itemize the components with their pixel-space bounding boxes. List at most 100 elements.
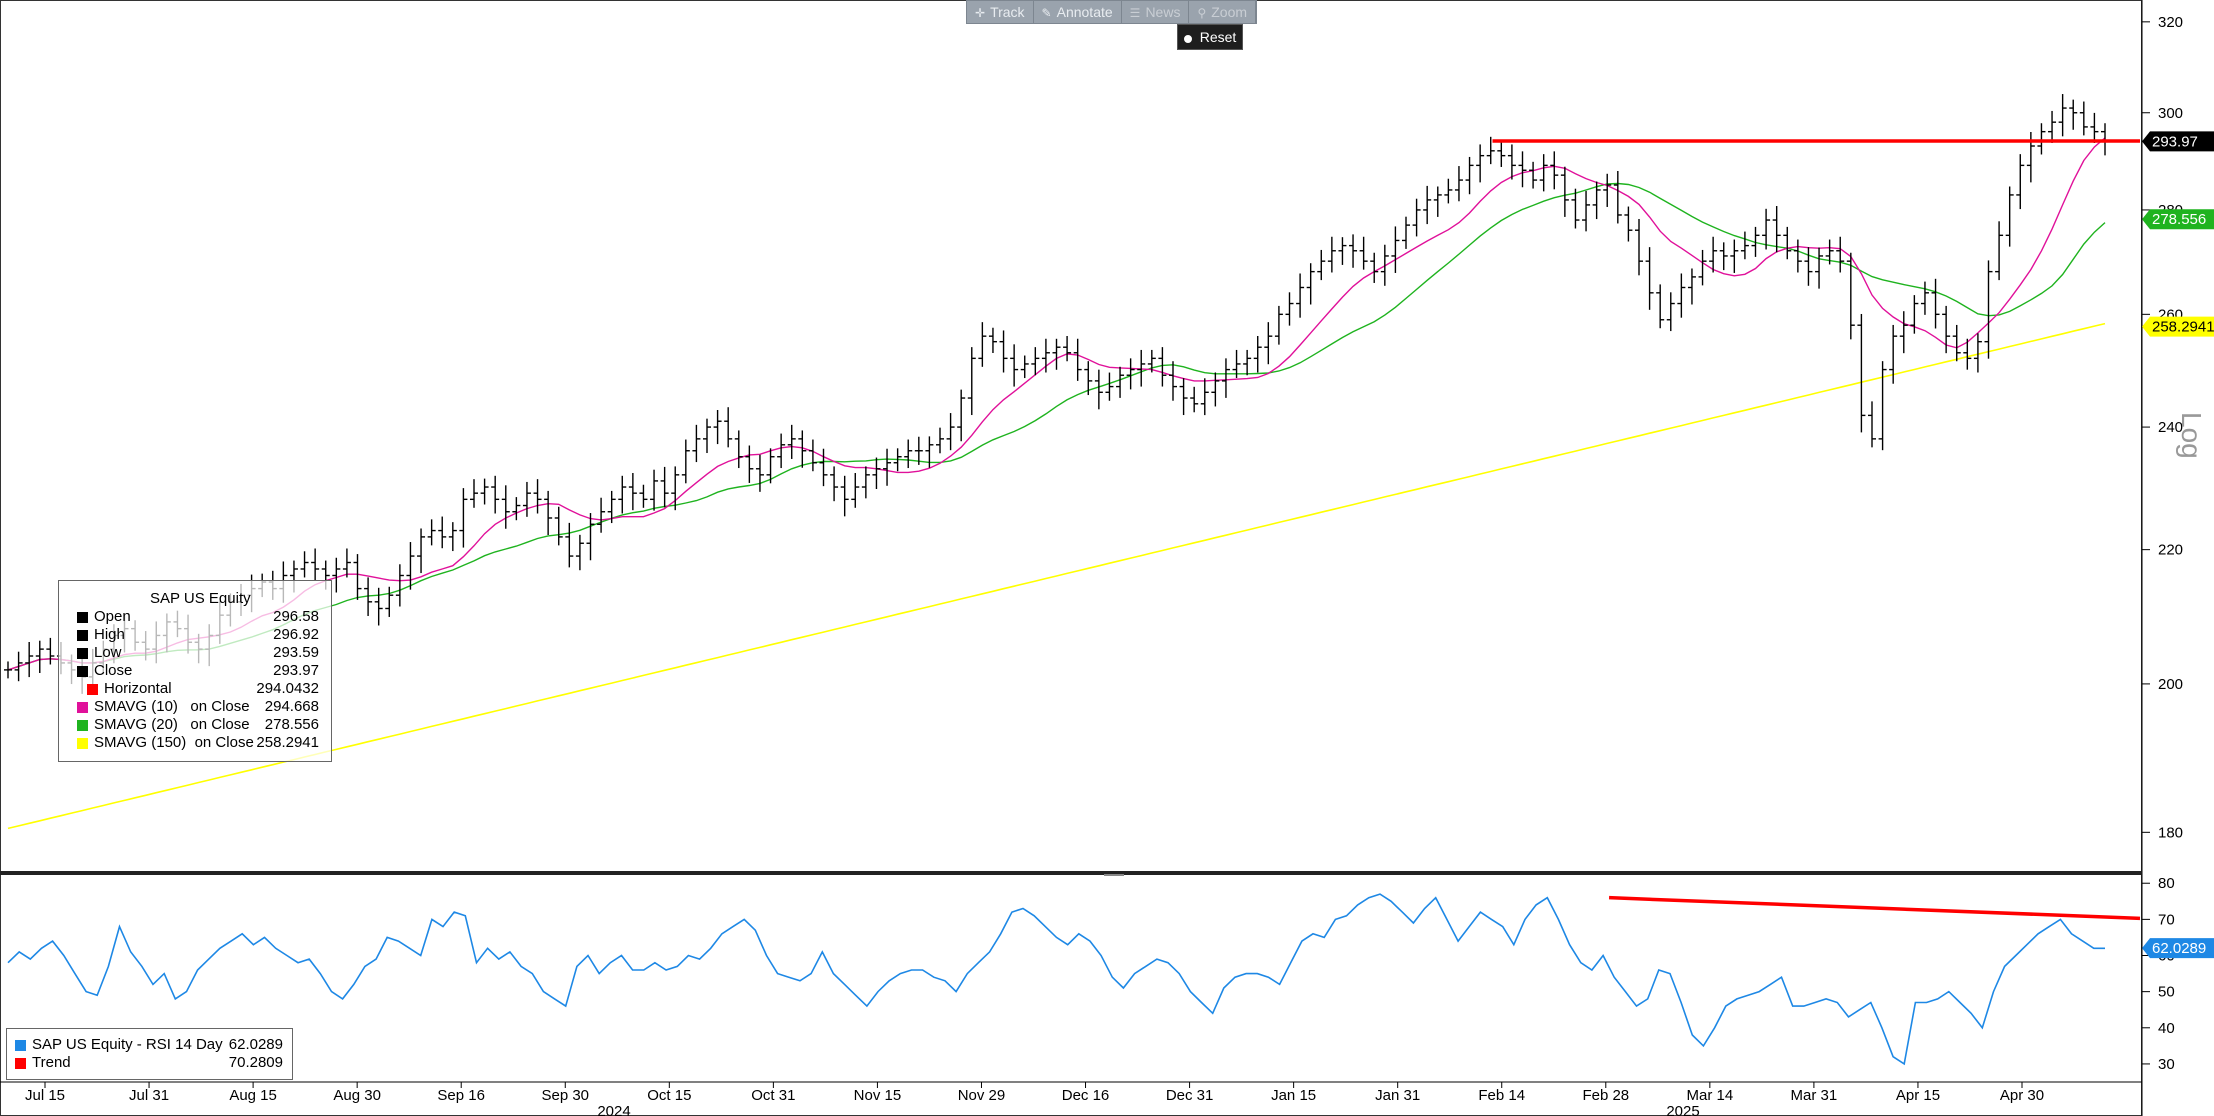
x-tick-label: Apr 15	[1896, 1087, 1940, 1104]
ohlc-bar	[4, 661, 12, 679]
x-tick-label: Sep 16	[437, 1087, 485, 1104]
ohlc-bar	[512, 497, 521, 521]
news-icon: ☰	[1129, 6, 1141, 20]
price-legend[interactable]: SAP US Equity Open 296.58 High 296.92 Low 2…	[58, 580, 332, 762]
ohlc-bar	[1094, 369, 1103, 410]
rsi-y-tick-label: 70	[2158, 911, 2175, 928]
news-button[interactable]: ☰ News	[1122, 1, 1190, 23]
ohlc-bar	[438, 516, 447, 549]
crosshair-icon: ✛	[975, 6, 986, 20]
ohlc-bar	[1010, 344, 1019, 387]
x-tick-label: Jul 31	[129, 1087, 169, 1104]
ohlc-bar	[427, 519, 436, 546]
rsi-last-value-tag	[2142, 938, 2214, 959]
ohlc-bar	[1550, 151, 1559, 190]
legend-row-open: Open 296.58	[77, 608, 327, 626]
ohlc-bar	[1931, 278, 1940, 329]
ohlc-bar	[883, 448, 892, 486]
ohlc-bar	[1920, 281, 1929, 315]
ohlc-bar	[904, 439, 913, 469]
legend-row-smavg20: SMAVG (20) on Close 278.556	[77, 716, 327, 734]
ohlc-bar	[1730, 239, 1739, 273]
ohlc-bar	[395, 564, 404, 607]
ohlc-bar	[957, 389, 966, 442]
ohlc-bar	[300, 551, 309, 578]
ohlc-bar	[575, 534, 584, 571]
ohlc-bar	[459, 488, 468, 548]
ohlc-bar	[1412, 198, 1421, 237]
ohlc-bar	[1200, 378, 1209, 416]
ohlc-bar	[1274, 305, 1283, 345]
rsi-last-value-label: 62.0289	[2152, 940, 2206, 957]
x-tick-label: Feb 28	[1582, 1087, 1629, 1104]
ohlc-bar	[1868, 401, 1876, 448]
legend-swatch	[77, 720, 88, 731]
last-price-tag	[2142, 209, 2214, 230]
ohlc-bar	[1402, 216, 1410, 249]
ohlc-bar	[522, 481, 531, 517]
ohlc-bar	[1878, 361, 1887, 451]
ohlc-bar	[1709, 236, 1718, 273]
pencil-icon: ✎	[1041, 6, 1052, 20]
rsi-y-tick-label: 80	[2158, 875, 2175, 892]
ohlc-bar	[565, 522, 574, 568]
legend-swatch	[15, 1058, 26, 1069]
ohlc-bar	[1359, 236, 1368, 270]
ohlc-bar	[1995, 221, 2004, 281]
magnifier-icon: ⚲	[1197, 6, 1207, 20]
zoom-button[interactable]: ⚲ Zoom	[1189, 1, 1257, 23]
track-button[interactable]: ✛ Track	[967, 1, 1034, 23]
ohlc-bar	[1486, 136, 1495, 165]
rsi-legend[interactable]: SAP US Equity - RSI 14 Day 62.0289 Trend 7…	[6, 1028, 293, 1080]
ohlc-bar	[480, 478, 489, 505]
ohlc-bar	[1825, 239, 1834, 265]
ohlc-bar	[1169, 361, 1177, 401]
last-price-tag-label: 278.556	[2152, 211, 2206, 228]
x-tick-label: Mar 31	[1791, 1087, 1838, 1104]
rsi-trend-line	[1608, 895, 2141, 921]
last-price-tag	[2142, 316, 2214, 337]
ohlc-bar	[819, 448, 828, 487]
ohlc-bar	[893, 448, 902, 472]
ohlc-bar	[417, 528, 426, 574]
price-y-tick-label: 240	[2158, 419, 2183, 436]
last-price-tag-label: 293.97	[2152, 133, 2198, 150]
ohlc-bar	[1666, 292, 1675, 332]
ohlc-bar	[946, 413, 955, 451]
ohlc-bar	[1041, 338, 1050, 373]
ohlc-bar	[1539, 154, 1548, 192]
plot-frame	[0, 0, 2142, 1116]
ohlc-bar	[766, 448, 775, 484]
rsi-legend-row-rsi: SAP US Equity - RSI 14 Day 62.0289	[15, 1036, 285, 1054]
ohlc-bar	[1031, 347, 1040, 376]
rsi-line	[7, 893, 2105, 1066]
ohlc-bar	[2005, 186, 2014, 247]
ohlc-bar	[1063, 335, 1072, 362]
ohlc-bar	[713, 409, 722, 445]
annotate-button[interactable]: ✎ Annotate	[1034, 1, 1122, 23]
legend-swatch	[77, 702, 88, 713]
x-tick-label: Sep 30	[541, 1087, 589, 1104]
ohlc-bar	[1635, 218, 1643, 276]
ohlc-bar	[1349, 234, 1358, 268]
ohlc-bar	[1454, 166, 1463, 202]
ohlc-bar	[1137, 349, 1146, 387]
ohlc-bar	[1052, 338, 1061, 370]
x-tick-label: Dec 31	[1166, 1087, 1214, 1104]
ohlc-bar	[914, 436, 923, 465]
ohlc-bar	[840, 475, 849, 517]
x-tick-label: Jan 31	[1375, 1087, 1420, 1104]
ohlc-bar	[1338, 237, 1347, 265]
ohlc-bar	[554, 506, 563, 546]
ohlc-bar	[1243, 349, 1252, 376]
ohlc-bar	[1687, 268, 1696, 305]
smavg-150-line	[7, 322, 2106, 830]
chart-toolbar: ✛ Track ✎ Annotate ☰ News ⚲ Zoom	[966, 0, 1258, 24]
ohlc-bar	[2079, 101, 2088, 136]
last-price-tag-label: 258.2941	[2152, 319, 2214, 336]
price-y-tick-label: 200	[2158, 676, 2183, 693]
ohlc-bar	[830, 466, 839, 502]
ohlc-bar	[967, 347, 976, 416]
reset-button[interactable]: Reset	[1177, 24, 1243, 50]
